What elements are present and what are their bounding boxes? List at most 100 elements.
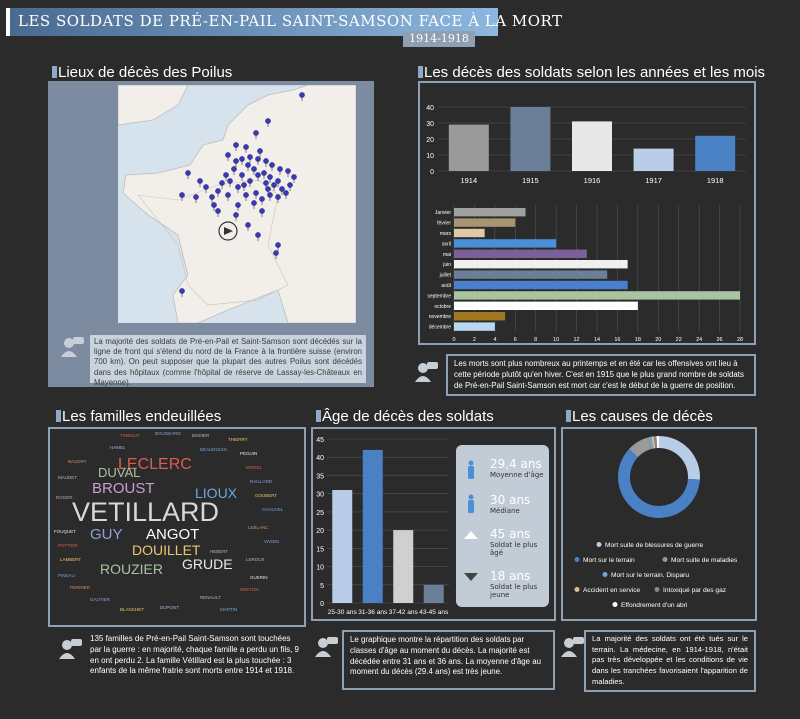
map-pin-icon[interactable]: [259, 196, 265, 202]
map-section-title-text: Lieux de décès des Poilus: [58, 64, 233, 81]
bar-mai[interactable]: [454, 249, 587, 258]
map-pin-icon[interactable]: [227, 178, 233, 184]
map-pin-icon[interactable]: [275, 178, 281, 184]
slice-2[interactable]: [629, 437, 652, 458]
map-pin-icon[interactable]: [269, 162, 275, 168]
map-pin-icon[interactable]: [299, 92, 305, 98]
bar-septembre[interactable]: [454, 291, 740, 300]
map-pin-icon[interactable]: [259, 208, 265, 214]
map-pin-icon[interactable]: [235, 184, 241, 190]
map-pin-icon[interactable]: [253, 130, 259, 136]
map-pin-icon[interactable]: [179, 192, 185, 198]
stat-value: 30 ans: [490, 493, 531, 507]
bar-octobre[interactable]: [454, 301, 638, 310]
map-pin-icon[interactable]: [219, 180, 225, 186]
map-pin-icon[interactable]: [245, 162, 251, 168]
map-pin-icon[interactable]: [271, 182, 277, 188]
bar-1915[interactable]: [510, 107, 551, 171]
map-pin-icon[interactable]: [245, 222, 251, 228]
triangle-up-icon: [464, 531, 478, 539]
map-pin-icon[interactable]: [279, 186, 285, 192]
map-pin-icon[interactable]: [239, 172, 245, 178]
slice-5[interactable]: [653, 436, 658, 449]
location-marker-circle[interactable]: [218, 221, 238, 241]
map-pin-icon[interactable]: [225, 152, 231, 158]
map-pin-icon[interactable]: [179, 288, 185, 294]
map-pin-icon[interactable]: [241, 182, 247, 188]
map-pin-icon[interactable]: [251, 200, 257, 206]
slice-1[interactable]: [618, 448, 700, 518]
death-locations-map[interactable]: [118, 85, 356, 323]
bar-février[interactable]: [454, 218, 516, 227]
slice-0[interactable]: [659, 436, 700, 480]
title-marker-icon: [418, 66, 423, 78]
map-pin-icon[interactable]: [285, 168, 291, 174]
map-pin-icon[interactable]: [211, 202, 217, 208]
bar-juillet[interactable]: [454, 270, 608, 279]
map-pin-icon[interactable]: [197, 178, 203, 184]
map-pin-icon[interactable]: [247, 154, 253, 160]
map-pin-icon[interactable]: [261, 170, 267, 176]
bar-1917[interactable]: [633, 148, 674, 171]
map-pin-icon[interactable]: [215, 208, 221, 214]
map-pin-icon[interactable]: [255, 232, 261, 238]
bar-mars[interactable]: [454, 228, 485, 238]
map-pin-icon[interactable]: [243, 192, 249, 198]
bar-25-30 ans[interactable]: [332, 490, 353, 603]
map-pin-icon[interactable]: [283, 190, 289, 196]
map-pin-icon[interactable]: [251, 166, 257, 172]
map-pin-icon[interactable]: [233, 158, 239, 164]
map-pin-icon[interactable]: [231, 166, 237, 172]
bar-37-42 ans[interactable]: [393, 530, 414, 603]
map-pin-icon[interactable]: [265, 186, 271, 192]
map-pin-icon[interactable]: [257, 148, 263, 154]
slice-4[interactable]: [651, 436, 656, 449]
map-pin-icon[interactable]: [243, 144, 249, 150]
bar-août[interactable]: [454, 280, 628, 290]
bar-juin[interactable]: [454, 260, 628, 269]
map-pin-icon[interactable]: [253, 190, 259, 196]
map-pin-icon[interactable]: [223, 172, 229, 178]
wordcloud-panel: TRIBOUT BOUGEARD BODIER THIERRY HAMEL BEAUDOU…: [48, 427, 306, 627]
map-pin-icon[interactable]: [287, 182, 293, 188]
bar-1916[interactable]: [572, 121, 612, 171]
bar-1918[interactable]: [695, 135, 736, 171]
map-pin-icon[interactable]: [255, 172, 261, 178]
map-pin-icon[interactable]: [247, 178, 253, 184]
bar-Janvier[interactable]: [454, 208, 526, 217]
map-pin-icon[interactable]: [255, 156, 261, 162]
map-pin-icon[interactable]: [267, 192, 273, 198]
map-pin-icon[interactable]: [233, 142, 239, 148]
map-pin-icon[interactable]: [235, 202, 241, 208]
bar-43-45 ans[interactable]: [423, 584, 444, 603]
bar-1914[interactable]: [448, 124, 489, 171]
bar-avril[interactable]: [454, 239, 557, 248]
wordcloud-small-word: BRETON: [240, 587, 259, 592]
map-pin-icon[interactable]: [265, 118, 271, 124]
bar-décembre[interactable]: [454, 322, 495, 331]
speaker-icon: [560, 636, 586, 662]
bar-31-36 ans[interactable]: [362, 449, 383, 603]
map-pin-icon[interactable]: [263, 158, 269, 164]
map-pin-icon[interactable]: [225, 192, 231, 198]
map-pin-icon[interactable]: [203, 184, 209, 190]
map-pin-icon[interactable]: [215, 188, 221, 194]
map-pin-icon[interactable]: [291, 174, 297, 180]
map-pin-icon[interactable]: [185, 170, 191, 176]
location-marker-icon: [224, 227, 233, 235]
map-pin-icon[interactable]: [209, 194, 215, 200]
map-pin-icon[interactable]: [273, 250, 279, 256]
map-pin-icon[interactable]: [267, 174, 273, 180]
map-pin-icon[interactable]: [275, 194, 281, 200]
map-pin-icon[interactable]: [277, 166, 283, 172]
map-pin-icon[interactable]: [275, 242, 281, 248]
map-pin-icon[interactable]: [233, 212, 239, 218]
map-pin-icon[interactable]: [263, 180, 269, 186]
slice-3[interactable]: [648, 436, 654, 449]
x-tick-label: 12: [574, 337, 580, 343]
map-pin-icon[interactable]: [193, 194, 199, 200]
slice-6[interactable]: [656, 436, 659, 449]
bar-novembre[interactable]: [454, 312, 506, 321]
speaker-icon: [414, 361, 440, 387]
map-pin-icon[interactable]: [239, 156, 245, 162]
